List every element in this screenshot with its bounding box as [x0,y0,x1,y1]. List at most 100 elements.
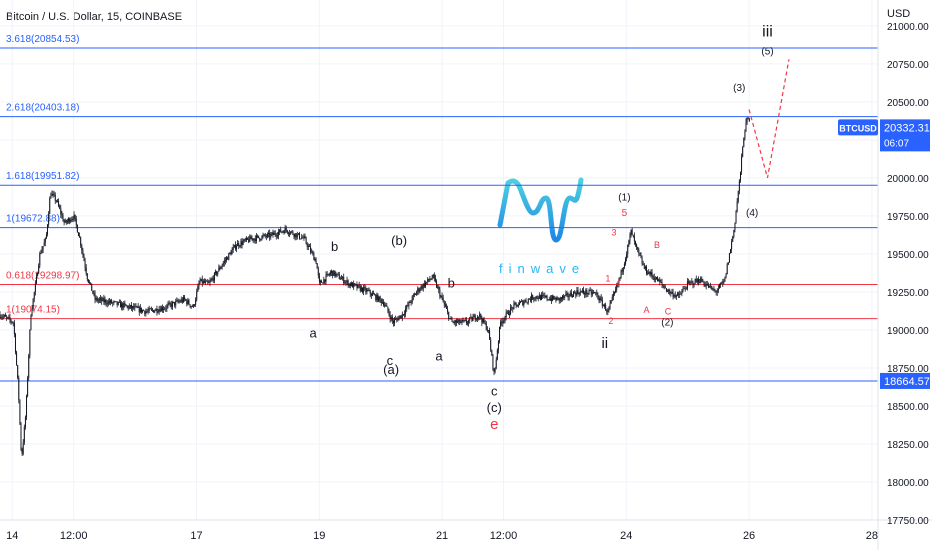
candle-body [670,292,672,294]
candle-body [443,301,445,305]
candle-body [628,240,630,245]
candle-body [343,276,345,284]
candle-body [454,320,456,324]
candle-body [705,284,707,287]
candle-body [44,238,46,243]
candle-body [717,288,719,291]
candle-body [644,266,646,269]
candle-body [40,253,42,254]
candle-body [73,214,75,220]
candle-body [668,289,670,292]
candle-body [14,333,16,353]
candle-body [135,306,137,308]
candle-body [199,280,201,284]
candle-body [639,252,641,256]
candle-body [676,293,678,296]
candle-body [396,318,398,320]
candle-body [197,286,199,292]
candle-body [240,241,242,246]
candle-body [615,289,617,292]
candle-body [576,290,578,296]
candle-body [552,295,554,301]
candle-body [735,211,737,223]
candle-body [355,284,357,286]
candle-body [724,276,726,281]
candle-body [554,298,556,300]
candle-body [89,282,91,284]
candle-body [112,302,114,304]
candle-body [460,322,462,324]
candle-body [207,280,209,283]
candle-body [244,239,246,241]
candle-body [110,300,112,303]
candle-body [37,273,39,276]
candle-body [263,234,265,236]
candle-body [534,298,536,300]
y-tick-label: 19000.00 [887,326,929,337]
candle-body [606,310,608,312]
candle-body [134,306,136,309]
candle-body [410,302,412,303]
candle-body [627,244,629,254]
candle-body [297,233,299,235]
candle-body [84,260,86,268]
candle-body [432,274,434,278]
candle-body [673,294,675,297]
candle-body [650,272,652,275]
candle-body [154,310,156,313]
candle-body [448,312,450,319]
candle-body [268,233,270,234]
candle-body [647,273,649,274]
candle-body [61,214,63,216]
candle-body [219,267,221,269]
candle-body [453,321,455,324]
candle-body [296,234,298,238]
candle-body [589,289,591,291]
candle-body [730,249,732,254]
candle-body [220,267,222,269]
candle-body [522,300,524,306]
candle-body [247,237,249,240]
candle-body [42,246,44,250]
candle-body [699,282,701,284]
candle-body [507,311,509,315]
candle-body [558,297,560,301]
candle-body [85,267,87,274]
candle-body [361,287,363,293]
candle-body [601,299,603,306]
y-tick-label: 18500.00 [887,402,929,413]
candle-body [1,317,3,318]
candle-body [461,319,463,323]
candle-body [726,264,728,274]
candle-body [6,316,8,318]
candle-body [384,305,386,306]
candle-body [254,238,256,242]
candle-body [160,307,162,312]
candle-body [331,270,333,273]
candle-body [13,322,15,334]
candle-body [191,306,193,307]
candle-body [165,308,167,310]
candle-body [506,311,508,313]
candle-body [682,289,684,292]
wave-label: (c) [487,400,502,415]
candle-body [101,298,103,302]
candle-body [680,293,682,295]
candle-body [543,295,545,297]
candle-body [327,273,329,275]
candle-body [20,423,22,450]
candle-body [373,293,375,295]
candle-body [715,291,717,293]
finwave-logo [497,177,584,243]
candle-body [359,285,361,291]
candle-body [352,282,354,288]
candle-body [716,290,718,293]
candle-body [475,319,477,321]
candle-body [137,306,139,308]
candle-body [591,292,593,295]
x-tick-label: 12:00 [60,530,88,542]
candle-body [634,241,636,245]
candle-body [98,299,100,301]
candle-body [194,304,196,306]
